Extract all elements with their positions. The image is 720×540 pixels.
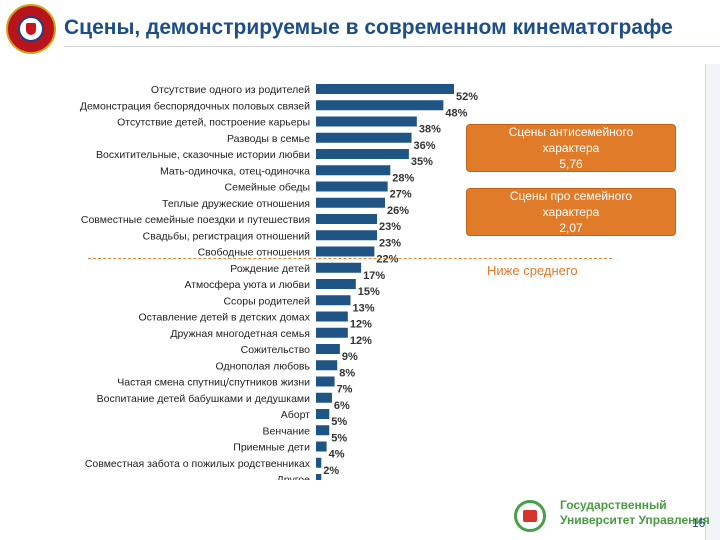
value-label: 23% [379, 221, 401, 233]
category-label: Венчание [263, 425, 311, 437]
category-label: Другое [277, 474, 311, 480]
anti-family-badge-value: 5,76 [559, 157, 583, 171]
category-label: Демонстрация беспорядочных половых связе… [80, 100, 310, 112]
university-logo-icon [514, 500, 546, 532]
value-label: 52% [456, 91, 478, 103]
right-decor-strip [705, 64, 720, 540]
category-label: Воспитание детей бабушками и дедушками [97, 393, 310, 405]
category-label: Аборт [281, 409, 310, 421]
value-label: 28% [392, 172, 414, 184]
bar [316, 165, 391, 176]
bar [316, 327, 348, 338]
pro-family-badge-line1: Сцены про семейного [509, 189, 633, 203]
bar [316, 279, 356, 289]
value-label: 6% [334, 400, 350, 412]
bar [316, 409, 330, 419]
category-label: Совместная забота о пожилых родственника… [85, 458, 311, 470]
category-label: Разводы в семье [227, 133, 310, 145]
bar [316, 197, 385, 208]
category-label: Теплые дружеские отношения [162, 198, 310, 210]
value-label: 48% [445, 107, 467, 119]
bar [316, 116, 417, 127]
pro-family-badge-value: 2,07 [559, 221, 583, 235]
value-label: 22% [376, 254, 398, 266]
bar [316, 181, 388, 192]
university-emblem-icon [6, 4, 56, 54]
category-label: Свободные отношения [198, 247, 310, 259]
category-label: Восхитительные, сказочные истории любви [96, 149, 310, 161]
category-label: Оставление детей в детских домах [138, 312, 310, 324]
header-divider [64, 46, 720, 47]
category-label: Сожительство [241, 344, 310, 356]
value-label: 13% [353, 302, 375, 314]
category-label: Свадьбы, регистрация отношений [143, 230, 310, 242]
bar [316, 100, 444, 111]
value-label: 8% [339, 367, 355, 379]
value-label: 35% [411, 156, 433, 168]
anti-family-badge-line2: характера [542, 141, 600, 155]
category-label: Мать-одиночка, отец-одиночка [160, 165, 310, 177]
bar [316, 360, 338, 371]
value-label: 36% [414, 140, 436, 152]
category-label: Отсутствие одного из родителей [151, 84, 310, 96]
value-label: 23% [379, 237, 401, 249]
page-number: 16 [692, 516, 706, 530]
bar [316, 376, 335, 387]
value-label: 5% [331, 416, 347, 428]
value-label: 4% [329, 449, 345, 461]
category-label: Совместные семейные поездки и путешестви… [81, 214, 310, 226]
value-label: 17% [363, 270, 385, 282]
category-label: Атмосфера уюта и любви [184, 279, 310, 291]
bar-chart: Отсутствие одного из родителей 52% Демонст… [80, 84, 478, 480]
bar [316, 474, 322, 480]
bar [316, 132, 412, 143]
category-label: Однополая любовь [216, 360, 311, 372]
emblem-shield-icon [26, 23, 36, 35]
bar [316, 246, 375, 257]
pro-family-badge: Сцены про семейного характера 2,07 [466, 188, 676, 236]
bar [316, 441, 327, 452]
value-label: 2% [323, 465, 339, 477]
bar [316, 295, 351, 306]
page-title: Сцены, демонстрируемые в современном кин… [64, 16, 673, 39]
value-label: 26% [387, 205, 409, 217]
org-line1: Государственный [560, 498, 667, 512]
bar [316, 149, 409, 159]
average-divider-line [88, 258, 612, 259]
category-label: Отсутствие детей, построение карьеры [117, 117, 310, 129]
below-average-label: Ниже среднего [487, 263, 578, 278]
logo-book-icon [523, 510, 537, 522]
bar [316, 214, 378, 224]
value-label: 7% [337, 384, 353, 396]
anti-family-badge: Сцены антисемейного характера 5,76 [466, 124, 676, 172]
anti-family-badge-line1: Сцены антисемейного [508, 125, 634, 139]
bar [316, 344, 340, 354]
bar [316, 311, 348, 322]
bar [316, 262, 362, 273]
value-label: 38% [419, 124, 441, 136]
category-label: Приемные дети [233, 442, 310, 454]
value-label: 27% [390, 189, 412, 201]
bar [316, 84, 454, 94]
bar [316, 457, 322, 468]
category-label: Семейные обеды [225, 182, 310, 194]
bar [316, 230, 378, 241]
category-label: Ссоры родителей [223, 295, 310, 307]
bar [316, 392, 332, 403]
organization-name: Государственный Университет Управления [560, 498, 710, 528]
category-label: Дружная многодетная семья [170, 328, 310, 340]
emblem-center [18, 16, 44, 42]
value-label: 15% [358, 286, 380, 298]
category-label: Частая смена спутниц/спутников жизни [117, 377, 310, 389]
value-label: 12% [350, 319, 372, 331]
bar [316, 425, 330, 436]
pro-family-badge-line2: характера [542, 205, 600, 219]
category-label: Рождение детей [230, 263, 310, 275]
org-line2: Университет Управления [560, 513, 710, 527]
value-label: 9% [342, 351, 358, 363]
value-label: 12% [350, 335, 372, 347]
value-label: 5% [331, 432, 347, 444]
